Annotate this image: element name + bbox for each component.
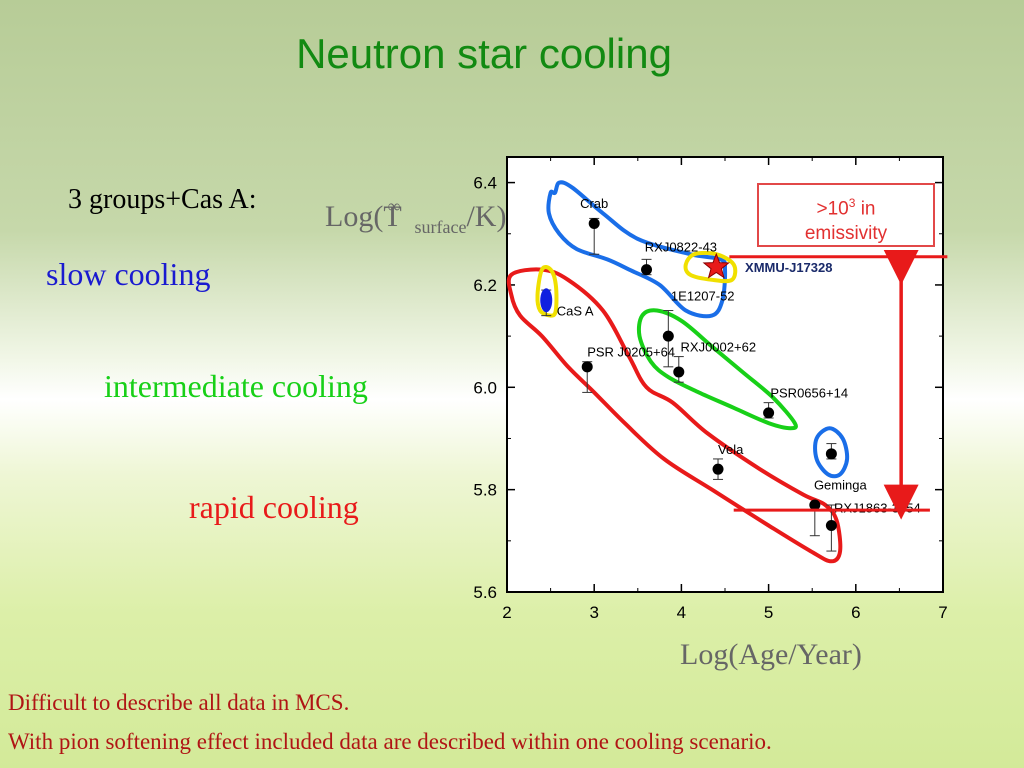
y-tick-label: 5.6 — [473, 583, 497, 602]
slide-title: Neutron star cooling — [296, 30, 672, 77]
geminga-region — [813, 426, 850, 479]
x-tick-label: 7 — [938, 603, 947, 622]
point-label: RXJ0002+62 — [681, 339, 757, 354]
point-label: Vela — [718, 442, 744, 457]
emissivity-callout: >103 in emissivity — [757, 183, 935, 247]
data-point — [641, 264, 653, 276]
slow-cooling-label: slow cooling — [46, 256, 211, 292]
x-tick-label: 3 — [589, 603, 598, 622]
data-point — [763, 407, 775, 419]
point-label: RXJ0822-43 — [645, 240, 717, 255]
point-label: Geminga — [814, 478, 868, 493]
intermediate-cooling-label: intermediate cooling — [104, 368, 368, 404]
y-tick-label: 6.4 — [473, 174, 497, 193]
point-label: CaS A — [557, 304, 594, 319]
intermediate-cooling-region — [636, 308, 798, 431]
x-axis-label: Log(Age/Year) — [680, 638, 862, 671]
slow-cooling-region — [546, 180, 728, 319]
cas-a-marker — [540, 288, 553, 313]
footnote-2: With pion softening effect included data… — [8, 729, 772, 754]
data-point — [825, 448, 837, 460]
point-label: 1E1207-52 — [671, 288, 735, 303]
point-label: Crab — [580, 196, 608, 211]
data-point — [588, 218, 600, 230]
data-point — [712, 463, 724, 475]
x-tick-label: 5 — [764, 603, 773, 622]
x-tick-label: 2 — [502, 603, 511, 622]
y-axis-label: Log(T∞surface/K) — [325, 196, 507, 237]
data-point — [825, 519, 837, 531]
point-label: PSR J0205+64 — [587, 345, 675, 360]
xmmu-region — [683, 250, 738, 284]
y-tick-label: 6.0 — [473, 378, 497, 397]
data-point — [662, 330, 674, 342]
rapid-cooling-region — [506, 267, 843, 564]
x-tick-label: 4 — [677, 603, 686, 622]
point-label: RXJ1863-3754 — [834, 501, 921, 516]
footnote-1: Difficult to describe all data in MCS. — [8, 690, 350, 715]
xmmu-star-marker — [702, 252, 730, 279]
point-label: PSR0656+14 — [770, 386, 848, 401]
cas-a-region — [535, 265, 559, 318]
y-tick-label: 5.8 — [473, 481, 497, 500]
point-label: XMMU-J17328 — [745, 260, 832, 275]
data-point — [673, 366, 685, 378]
x-tick-label: 6 — [851, 603, 860, 622]
data-point — [809, 499, 821, 511]
rapid-cooling-label: rapid cooling — [189, 489, 359, 525]
y-tick-label: 6.2 — [473, 276, 497, 295]
groups-label: 3 groups+Cas A: — [68, 184, 257, 215]
data-point — [581, 361, 593, 373]
